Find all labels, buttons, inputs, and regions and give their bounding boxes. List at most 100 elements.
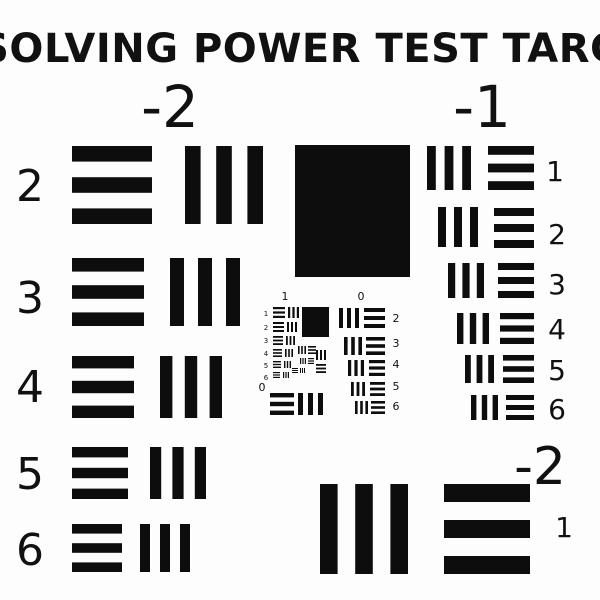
g-1-e3-hbar-2 <box>498 277 534 284</box>
g2-e1-hbar-1 <box>308 346 316 348</box>
g3-e1-hbar-1 <box>292 368 298 369</box>
inner-element-label-right-4: 4 <box>393 358 400 371</box>
element-label-left-4: 4 <box>16 362 44 413</box>
g0-e1-hbar-2 <box>364 316 385 320</box>
g0-e4-vbar-2 <box>356 382 360 396</box>
g0-e1-vbar-1 <box>339 308 343 328</box>
g-2-e3-vbar-1 <box>170 258 184 326</box>
g-2-e4-vbar-2 <box>184 356 198 418</box>
g2-e3-hbar-2 <box>316 367 326 370</box>
inner-left-element-labels: 1 2 3 4 5 6 <box>264 310 269 382</box>
g2-e2-hbar-3 <box>308 362 314 364</box>
g3-e1-hbar-2 <box>292 370 298 371</box>
element-label-right-3: 3 <box>548 268 566 301</box>
g-1-e1-vbar-2 <box>444 146 454 190</box>
g0-e3-hbar-2 <box>369 366 385 370</box>
g-2-e2-vbar-3 <box>247 146 263 224</box>
g1-e2-vbar-2 <box>291 322 293 332</box>
inner-element-label-left-2: 2 <box>264 324 268 332</box>
g2-e3-hbar-1 <box>316 364 326 366</box>
g1-e1-hbar-2 <box>273 311 285 314</box>
g2-e3-hbar-3 <box>316 371 326 373</box>
bar-patterns <box>72 146 534 574</box>
g1-e3-hbar-3 <box>273 343 283 345</box>
left-element-labels: 2 3 4 5 6 <box>16 161 44 576</box>
g0-e1-bl-vbar-2 <box>308 393 313 415</box>
g0-e2-hbar-3 <box>366 351 385 355</box>
g-1-e1-vbar-1 <box>427 146 436 190</box>
element-label-right-6: 6 <box>548 393 566 426</box>
element-label-left-5: 5 <box>16 449 44 500</box>
inner-reference-square <box>302 307 329 337</box>
g-2-e1-hbar-2 <box>444 520 530 538</box>
g2-e3-vbar-1 <box>316 350 318 360</box>
g0-e2-hbar-1 <box>366 337 385 341</box>
g-1-e5-hbar-2 <box>503 366 534 372</box>
g-1-e2-vbar-3 <box>470 207 478 247</box>
g-1-e2-hbar-3 <box>494 240 534 248</box>
g0-e1-bl-hbar-2 <box>270 401 294 407</box>
g2-e1-hbar-2 <box>308 349 316 351</box>
g-1-e4-vbar-2 <box>469 313 477 344</box>
g-1-e3-vbar-2 <box>462 263 470 298</box>
g1-e4-vbar-3 <box>291 349 293 357</box>
g-2-e6-hbar-3 <box>72 562 122 572</box>
g0-e1-hbar-3 <box>364 324 385 328</box>
g-1-e2-vbar-2 <box>454 207 462 247</box>
element-label-bottom-right-1: 1 <box>555 511 573 544</box>
inner-element-label-right-6: 6 <box>393 400 400 413</box>
g1-e2-hbar-2 <box>273 326 284 328</box>
reference-square <box>295 145 410 277</box>
g1-e4-vbar-2 <box>288 349 290 357</box>
inner-group-label-0-top: 0 <box>358 290 365 303</box>
g2-e2-vbar-2 <box>302 358 304 364</box>
element-label-left-3: 3 <box>16 273 44 324</box>
g-2-e2-vbar-2 <box>216 146 232 224</box>
g-1-e6-vbar-3 <box>492 395 498 420</box>
g0-e1-bl-vbar-1 <box>298 393 303 415</box>
g0-e1-vbar-3 <box>355 308 359 328</box>
element-label-right-2: 2 <box>548 218 566 251</box>
g-1-e6-hbar-1 <box>506 395 534 400</box>
g-1-e3-vbar-1 <box>448 263 456 298</box>
right-element-labels: 1 2 3 4 5 6 <box>546 155 566 426</box>
g-2-e3-vbar-2 <box>198 258 212 326</box>
g-2-e2-hbar-2 <box>72 177 152 193</box>
g-1-e3-hbar-3 <box>498 291 534 298</box>
g1-e5-vbar-1 <box>284 361 286 368</box>
g1-e3-vbar-2 <box>289 336 292 345</box>
g2-e3-vbar-3 <box>324 350 326 360</box>
inner-element-label-left-5: 5 <box>264 362 268 370</box>
g-2-e2-vbar-1 <box>185 146 201 224</box>
g-2-e6-vbar-3 <box>180 524 190 572</box>
g1-e3-hbar-2 <box>273 339 283 342</box>
g0-e4-vbar-1 <box>351 382 354 396</box>
g0-e1-hbar-1 <box>364 308 385 312</box>
chart-title: RESOLVING POWER TEST TARGET <box>0 26 600 72</box>
g-2-e1-vbar-1 <box>320 484 338 574</box>
g1-e1-hbar-3 <box>273 315 285 318</box>
g-2-e1-vbar-3 <box>390 484 408 574</box>
g-1-e4-hbar-3 <box>500 337 534 344</box>
g-2-e1-vbar-2 <box>355 484 373 574</box>
g-2-e5-vbar-3 <box>194 447 206 499</box>
g1-e3-vbar-3 <box>293 336 295 345</box>
g1-e1-vbar-1 <box>288 307 291 318</box>
g2-e1-vbar-3 <box>304 346 306 354</box>
g2-e1-hbar-3 <box>308 352 316 354</box>
g0-e1-bl-hbar-3 <box>270 410 294 415</box>
g0-e3-hbar-3 <box>369 372 385 376</box>
g-2-e4-hbar-1 <box>72 356 134 369</box>
g-2-e3-hbar-2 <box>72 285 144 299</box>
g-1-e5-vbar-1 <box>465 355 471 383</box>
g-2-e6-hbar-1 <box>72 524 122 534</box>
inner-group-label-1: 1 <box>282 290 289 303</box>
g0-e5-vbar-1 <box>355 401 358 414</box>
g0-e1-bl-hbar-1 <box>270 393 294 398</box>
g2-e3-vbar-2 <box>320 350 322 360</box>
g1-e2-hbar-1 <box>273 322 284 324</box>
g-2-e2-hbar-3 <box>72 208 152 224</box>
g-2-e4-hbar-2 <box>72 380 134 394</box>
g1-e5-vbar-2 <box>286 361 289 368</box>
g-1-e1-hbar-3 <box>488 181 534 190</box>
